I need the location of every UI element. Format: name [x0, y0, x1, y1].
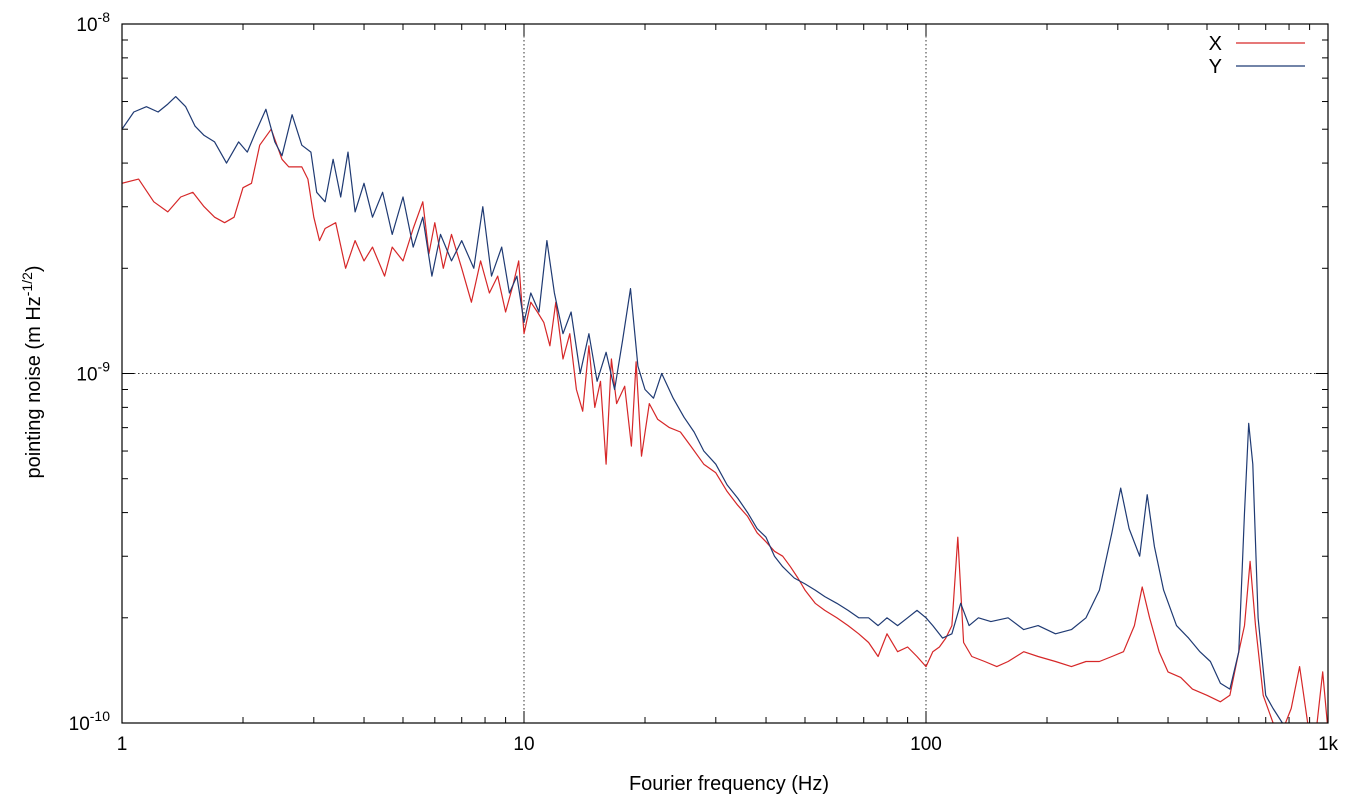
y-axis-title: pointing noise (m Hz-1/2) [19, 265, 45, 478]
y-axis-title-main: pointing noise (m Hz [23, 296, 45, 478]
x-tick-label: 10 [513, 734, 534, 755]
series-line-x [122, 128, 1328, 723]
y-tick-label-exponent: -9 [98, 359, 111, 375]
y-tick-label: 10-8 [76, 9, 110, 36]
y-tick-label-base: 10 [76, 365, 97, 386]
y-tick-label: 10-9 [76, 359, 110, 386]
y-axis-title-close: ) [23, 265, 45, 272]
y-tick-label: 10-10 [69, 708, 111, 735]
plot-frame [121, 23, 1329, 724]
x-tick-label: 100 [910, 734, 942, 755]
x-axis-title: Fourier frequency (Hz) [629, 773, 829, 795]
legend: XY [1209, 33, 1305, 78]
series-line-y [122, 95, 1284, 723]
y-tick-label-base: 10 [76, 15, 97, 36]
y-tick-label-base: 10 [69, 714, 90, 735]
x-tick-label: 1k [1318, 734, 1339, 755]
legend-label-x: X [1209, 33, 1222, 55]
x-tick-label: 1 [117, 734, 128, 755]
tick-layer [121, 24, 1329, 724]
y-tick-label-exponent: -10 [90, 708, 110, 724]
y-tick-label-exponent: -8 [98, 9, 111, 25]
y-axis-title-exponent: -1/2 [19, 272, 35, 296]
grid-layer [122, 24, 1328, 723]
series-layer [122, 95, 1328, 723]
legend-label-y: Y [1209, 56, 1222, 78]
